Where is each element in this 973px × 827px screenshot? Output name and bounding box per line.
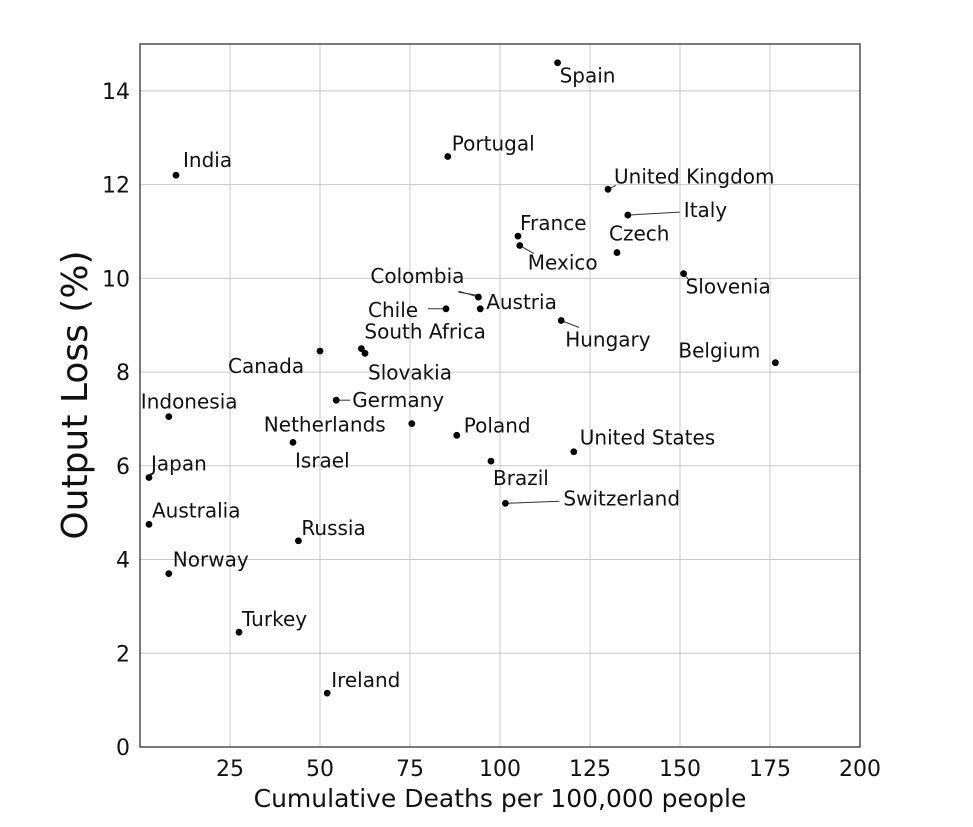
data-point bbox=[358, 345, 365, 353]
x-tick-label: 100 bbox=[479, 757, 521, 782]
data-point bbox=[557, 317, 565, 324]
data-point bbox=[476, 305, 484, 313]
point-label: Slovenia bbox=[686, 275, 771, 299]
data-points bbox=[145, 59, 779, 697]
data-point bbox=[475, 293, 482, 301]
point-labels: Spain Portugal India United Kingdom Italy Fra… bbox=[141, 64, 775, 692]
point-label: Indonesia bbox=[141, 390, 238, 414]
point-label: Austria bbox=[486, 290, 557, 314]
data-point bbox=[295, 537, 302, 545]
y-tick-label: 0 bbox=[116, 736, 130, 761]
point-label: India bbox=[183, 148, 232, 172]
data-point bbox=[487, 457, 495, 465]
data-point bbox=[235, 628, 243, 636]
y-tick-label: 4 bbox=[116, 549, 130, 574]
point-label: Slovakia bbox=[368, 360, 452, 384]
point-label: Hungary bbox=[565, 328, 651, 352]
data-point bbox=[289, 438, 297, 446]
point-label: Australia bbox=[152, 498, 240, 522]
point-label: Spain bbox=[560, 64, 616, 88]
data-point bbox=[772, 359, 779, 367]
point-label: Norway bbox=[173, 548, 249, 572]
data-point bbox=[516, 242, 524, 249]
y-tick-label: 10 bbox=[102, 267, 130, 292]
data-point bbox=[502, 499, 509, 507]
x-tick-label: 50 bbox=[306, 757, 334, 782]
y-tick-label: 12 bbox=[102, 174, 130, 199]
point-label: Belgium bbox=[678, 339, 760, 363]
data-point bbox=[361, 349, 369, 357]
data-point bbox=[613, 249, 621, 256]
point-label: Ireland bbox=[331, 668, 400, 692]
data-point bbox=[145, 474, 153, 481]
point-label: Czech bbox=[609, 222, 669, 246]
grid-lines bbox=[140, 44, 860, 747]
data-point bbox=[442, 305, 450, 313]
x-tick-label: 75 bbox=[396, 757, 424, 782]
data-point bbox=[444, 153, 452, 160]
point-label: Japan bbox=[149, 452, 207, 476]
y-tick-label: 6 bbox=[116, 455, 130, 480]
x-tick-label: 175 bbox=[749, 757, 791, 782]
data-point bbox=[316, 347, 324, 355]
point-label: Portugal bbox=[452, 131, 535, 155]
point-label: Canada bbox=[228, 354, 304, 378]
axis-ticks: 25 50 75 100 125 150 175 200 0 2 4 6 8 10 12 14 bbox=[102, 80, 881, 782]
point-label: Colombia bbox=[370, 264, 464, 288]
data-point bbox=[624, 211, 632, 219]
point-label: Mexico bbox=[528, 251, 598, 275]
data-point bbox=[332, 396, 340, 404]
leader-line bbox=[505, 500, 560, 504]
x-tick-label: 25 bbox=[216, 757, 244, 782]
data-point bbox=[408, 420, 416, 428]
y-tick-label: 8 bbox=[116, 361, 130, 386]
leader-line bbox=[458, 290, 479, 298]
point-label: Israel bbox=[295, 448, 350, 472]
y-axis-title: Output Loss (%) bbox=[55, 250, 96, 539]
leader-line bbox=[627, 211, 680, 216]
point-label: Switzerland bbox=[563, 486, 680, 510]
point-label: France bbox=[520, 211, 587, 235]
point-label: Turkey bbox=[241, 607, 307, 631]
point-label: Italy bbox=[684, 198, 728, 222]
data-point bbox=[165, 413, 173, 420]
point-label: Chile bbox=[368, 298, 418, 322]
x-tick-label: 150 bbox=[659, 757, 701, 782]
x-tick-label: 125 bbox=[569, 757, 611, 782]
data-point bbox=[323, 689, 331, 697]
point-label: Brazil bbox=[493, 466, 549, 490]
point-label: United States bbox=[580, 426, 715, 450]
y-tick-label: 2 bbox=[116, 642, 130, 667]
x-axis-title: Cumulative Deaths per 100,000 people bbox=[254, 784, 747, 813]
point-label: Russia bbox=[301, 516, 365, 540]
point-label: Poland bbox=[464, 413, 531, 437]
data-point bbox=[145, 520, 153, 528]
data-point bbox=[554, 59, 561, 67]
point-label: United Kingdom bbox=[614, 164, 775, 188]
data-point bbox=[604, 185, 612, 193]
point-label: Germany bbox=[352, 388, 444, 412]
data-point bbox=[453, 431, 461, 439]
data-point bbox=[172, 171, 180, 179]
y-tick-label: 14 bbox=[102, 80, 130, 105]
data-point bbox=[570, 448, 578, 456]
data-point bbox=[514, 232, 522, 240]
point-label: South Africa bbox=[364, 320, 486, 344]
x-tick-label: 200 bbox=[839, 757, 881, 782]
point-label: Netherlands bbox=[264, 413, 386, 437]
data-point bbox=[165, 570, 173, 577]
plot-frame bbox=[139, 43, 861, 748]
data-point bbox=[680, 270, 687, 278]
